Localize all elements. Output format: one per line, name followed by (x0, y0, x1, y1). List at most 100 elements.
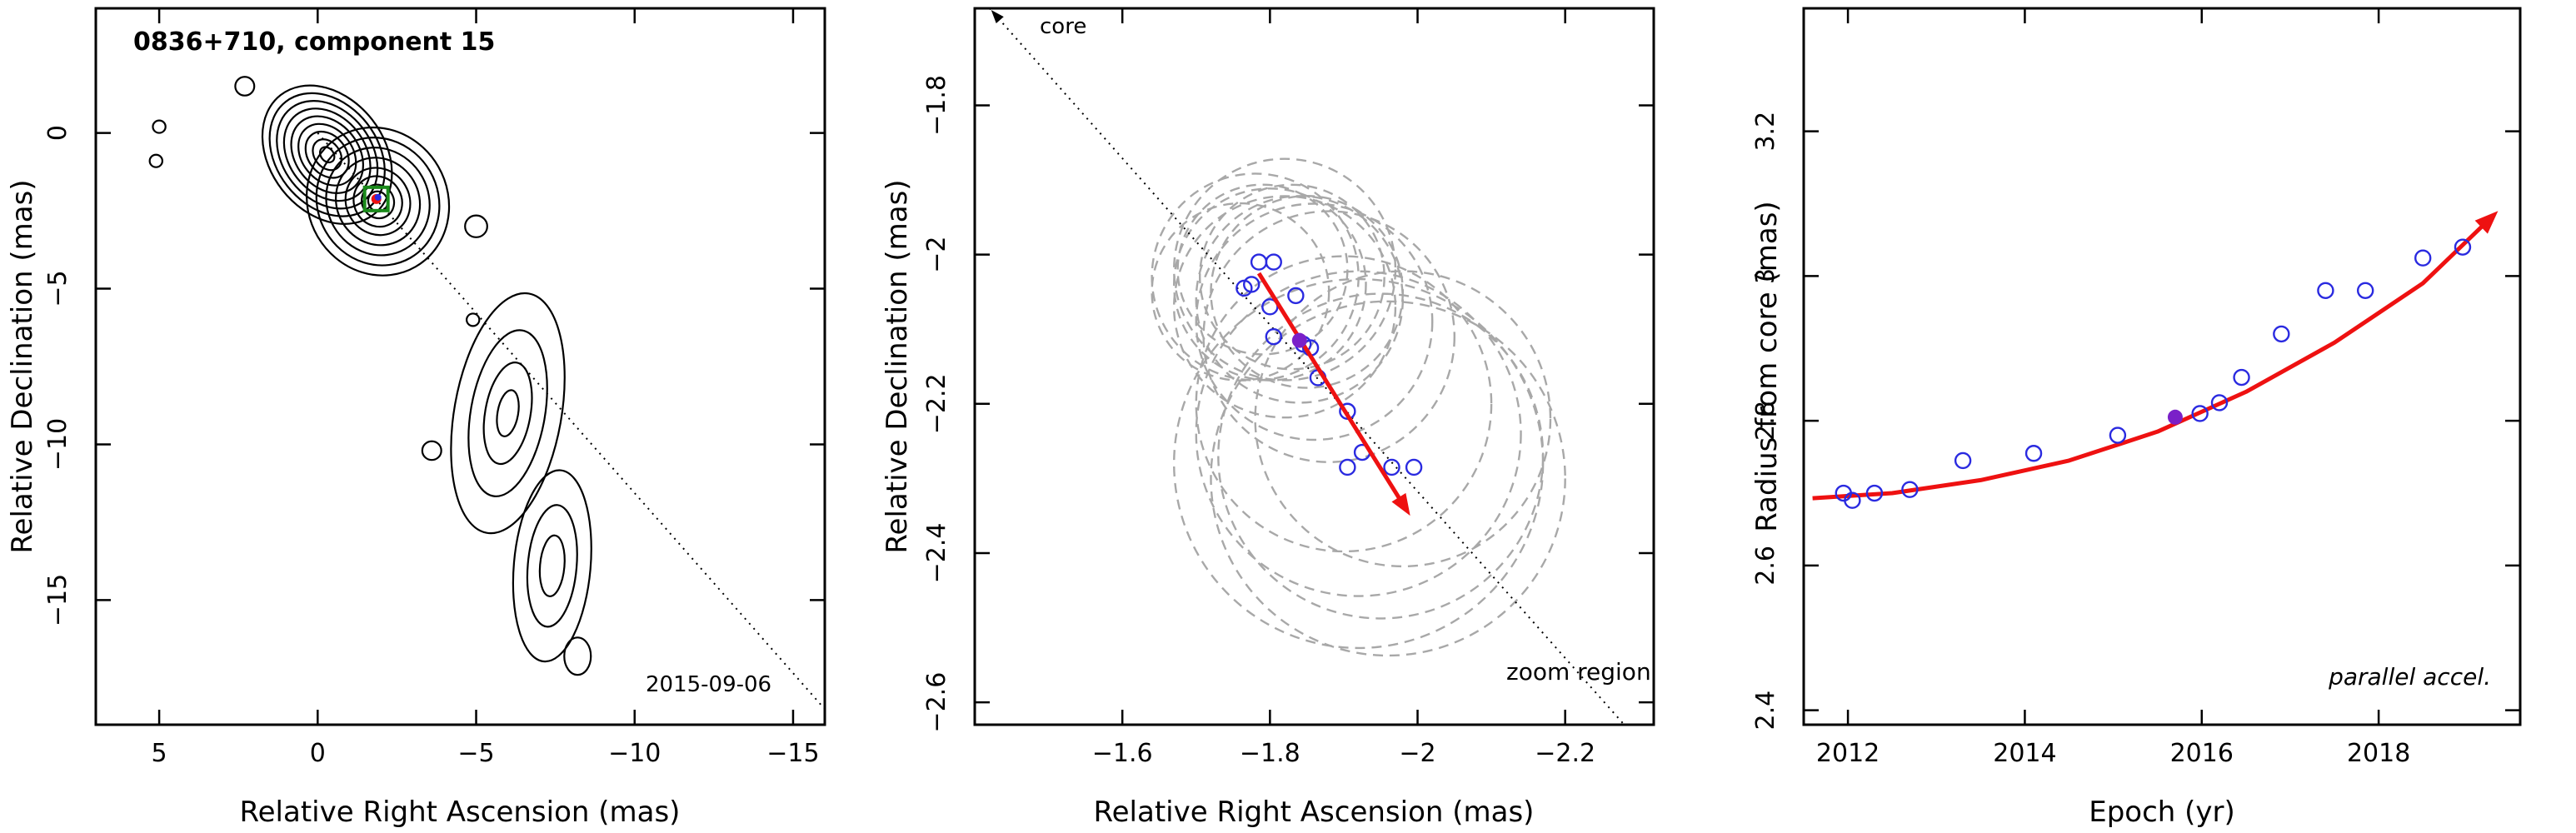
radius-vs-epoch-panel: 2012 2014 2016 2018 2.4 2.6 2.8 3 3.2 parallel a… (1750, 7, 2522, 829)
zoom-region-panel: −1.6 −1.8 −2 −2.2 −1.8 −2 −2.2 −2.4 −2.6 core zo… (881, 7, 1655, 829)
contour-map-panel: 5 0 −5 −10 −15 0 −5 −10 −15 0836+710, component … (6, 7, 826, 829)
error-ellipse (1172, 157, 1397, 382)
contour-level (325, 147, 431, 257)
y-tick-label: −15 (43, 574, 72, 626)
y-tick-label: 3.2 (1751, 112, 1780, 152)
contour-level (315, 137, 441, 267)
radius-point (2191, 405, 2209, 422)
contour-level (148, 153, 163, 168)
error-ellipse (1217, 292, 1545, 620)
error-ellipse (1210, 300, 1566, 657)
contour-level (312, 138, 343, 172)
jet-direction-line (317, 132, 825, 710)
contour-level (352, 175, 403, 228)
contour-level (306, 126, 451, 277)
x-tick-label: −1.8 (1240, 739, 1300, 768)
error-ellipse (1195, 270, 1522, 597)
position-point (1265, 253, 1282, 271)
radius-point (2233, 368, 2250, 387)
x-tick-label: −2.2 (1535, 739, 1595, 768)
contour-level (464, 214, 488, 238)
y-axis-title: Relative Declination (mas) (6, 179, 39, 553)
contour-level (297, 122, 357, 187)
x-tick-label: 2016 (2170, 739, 2234, 768)
x-axis-title: Relative Right Ascension (mas) (240, 796, 681, 829)
zoom-region-label: zoom region (1506, 658, 1651, 686)
position-point (1250, 253, 1268, 271)
fit-curve-head (2474, 211, 2499, 234)
contour-level (538, 534, 566, 597)
axis-ticks: 5 0 −5 −10 −15 0 −5 −10 −15 (43, 8, 825, 768)
contour-level (334, 157, 422, 247)
y-axis-title: Radius from core (mas) (1750, 201, 1784, 531)
position-point (1383, 458, 1400, 476)
position-point (1405, 458, 1423, 476)
y-tick-label: −2.2 (922, 373, 951, 434)
x-tick-label: −15 (766, 739, 819, 768)
fit-vector (1256, 272, 1404, 503)
contour-level (466, 312, 481, 327)
radius-point (2024, 445, 2043, 462)
radius-point (1954, 451, 1972, 470)
plot-frame (94, 7, 826, 726)
plot-frame (1802, 7, 2522, 726)
y-tick-label: −2.4 (922, 523, 951, 584)
core-label: core (1040, 14, 1086, 39)
contour-level (268, 92, 386, 217)
x-tick-label: −1.6 (1092, 739, 1153, 768)
contour-level (467, 329, 548, 497)
highlight-point (2167, 409, 2183, 425)
radius-point (1844, 491, 1861, 509)
component-marker-box (362, 185, 390, 212)
position-point (1339, 458, 1356, 476)
y-tick-label: 2.8 (1751, 401, 1780, 441)
contour-level (563, 636, 592, 676)
y-tick-label: 3 (1751, 268, 1780, 284)
contour-level (450, 292, 566, 535)
radius-point (2454, 238, 2472, 256)
contour-level (261, 84, 393, 225)
position-point (1243, 276, 1261, 293)
contour-level (496, 389, 520, 437)
zoom-plot-area (988, 8, 1625, 725)
x-tick-label: 2018 (2347, 739, 2410, 768)
x-axis-title: Epoch (yr) (2089, 796, 2235, 829)
y-axis-title: Relative Declination (mas) (881, 179, 914, 553)
x-tick-label: 0 (310, 739, 326, 768)
axis-ticks: −1.6 −1.8 −2 −2.2 −1.8 −2 −2.2 −2.4 −2.6 (922, 8, 1654, 768)
highlight-point (1291, 332, 1307, 348)
contour-level (318, 146, 336, 164)
radius-point (2414, 249, 2432, 267)
radius-point (2317, 282, 2334, 299)
contour-level (512, 469, 592, 663)
contour-level (234, 76, 256, 97)
core-arrow-head (991, 10, 1004, 23)
error-ellipse (1195, 202, 1434, 441)
y-tick-label: −10 (43, 418, 72, 471)
axis-ticks: 2012 2014 2016 2018 2.4 2.6 2.8 3 3.2 (1751, 8, 2520, 768)
component-marker-dot (374, 193, 382, 201)
radius-point (2109, 426, 2127, 444)
contour-level (152, 119, 167, 134)
error-ellipse (1202, 210, 1456, 463)
x-tick-label: −5 (457, 739, 494, 768)
y-tick-label: 2.6 (1751, 546, 1780, 586)
radius-point (2356, 282, 2374, 299)
error-ellipse (1198, 183, 1385, 371)
x-tick-label: 5 (152, 739, 167, 768)
error-ellipse (1195, 255, 1493, 553)
radius-plot-area (1812, 211, 2499, 509)
y-tick-label: 2.4 (1751, 691, 1780, 731)
x-axis-title: Relative Right Ascension (mas) (1094, 796, 1535, 829)
radius-point (2273, 325, 2290, 343)
observation-date: 2015-09-06 (646, 672, 771, 697)
contour-level (344, 167, 412, 237)
x-tick-label: −2 (1399, 739, 1435, 768)
error-ellipse (1172, 277, 1545, 650)
x-tick-label: 2014 (1993, 739, 2056, 768)
error-ellipse (1254, 270, 1552, 568)
fit-vector-head (1391, 492, 1410, 516)
contour-level (421, 440, 442, 461)
contour-level (290, 115, 364, 195)
